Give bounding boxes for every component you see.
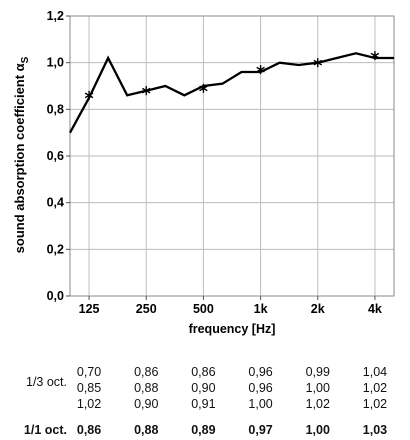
x-axis-label: frequency [Hz] — [189, 322, 276, 336]
third-octave-value: 0,86 — [191, 365, 216, 379]
marker-stroke — [370, 52, 380, 59]
third-octave-value: 0,90 — [134, 397, 159, 411]
third-octave-value: 1,02 — [305, 397, 330, 411]
data-point-marker — [84, 90, 94, 100]
y-tick-label: 0,2 — [47, 242, 64, 256]
third-octave-value: 0,90 — [191, 381, 216, 395]
third-octave-value: 0,88 — [134, 381, 159, 395]
data-point-marker — [199, 83, 208, 93]
y-tick-label: 1,2 — [47, 9, 64, 23]
third-octave-value: 1,00 — [305, 381, 330, 395]
x-tick-label: 500 — [193, 302, 214, 316]
y-tick-label: 0,6 — [47, 149, 64, 163]
third-octave-value: 1,00 — [248, 397, 273, 411]
marker-stroke — [313, 59, 323, 66]
series-line — [68, 52, 394, 134]
marker-stroke — [84, 92, 94, 99]
octave-value: 0,97 — [248, 423, 273, 437]
third-octave-value: 1,02 — [362, 381, 388, 395]
third-octave-value: 0,96 — [248, 381, 273, 395]
chart: 0,0 0,2 0,4 0,6 0,8 1,0 1,2 125 250 500 1k 2k 4k so… — [12, 9, 395, 336]
third-octave-value: 0,70 — [76, 365, 102, 379]
x-tick-label: 4k — [368, 302, 382, 316]
y-tick-label: 0,0 — [47, 289, 64, 303]
y-ticks: 0,0 0,2 0,4 0,6 0,8 1,0 1,2 — [47, 9, 70, 303]
octave-value: 0,88 — [134, 423, 159, 437]
third-octave-label: 1/3 oct. — [26, 375, 67, 389]
marker-stroke — [199, 85, 208, 92]
y-tick-label: 0,8 — [47, 102, 64, 116]
x-tick-label: 250 — [136, 302, 157, 316]
data-point-marker — [141, 86, 151, 96]
third-octave-value: 1,02 — [76, 397, 102, 411]
grid — [70, 15, 394, 297]
octave-value: 1,00 — [305, 423, 330, 437]
x-ticks: 125 250 500 1k 2k 4k — [79, 296, 382, 316]
marker-stroke — [256, 66, 265, 73]
octave-label: 1/1 oct. — [23, 423, 67, 437]
third-octave-value: 0,85 — [76, 381, 102, 395]
third-octave-value: 0,96 — [248, 365, 273, 379]
third-octave-value: 1,02 — [362, 397, 388, 411]
octave-value: 1,03 — [362, 423, 388, 437]
data-point-marker — [370, 51, 380, 61]
markers — [84, 51, 380, 100]
x-tick-label: 2k — [311, 302, 325, 316]
x-tick-label: 125 — [79, 302, 100, 316]
third-octave-value: 0,86 — [134, 365, 159, 379]
y-axis-label: sound absorption coefficient αS — [12, 56, 31, 253]
octave-value: 0,86 — [76, 423, 102, 437]
y-tick-label: 0,4 — [47, 196, 64, 210]
y-tick-label: 1,0 — [47, 56, 64, 70]
marker-stroke — [141, 87, 151, 94]
third-octave-value: 0,91 — [191, 397, 216, 411]
third-octave-value: 1,04 — [362, 365, 388, 379]
data-point-marker — [256, 65, 265, 75]
data-point-marker — [313, 58, 323, 68]
third-octave-value: 0,99 — [305, 365, 330, 379]
x-tick-label: 1k — [254, 302, 268, 316]
octave-value: 0,89 — [191, 423, 216, 437]
